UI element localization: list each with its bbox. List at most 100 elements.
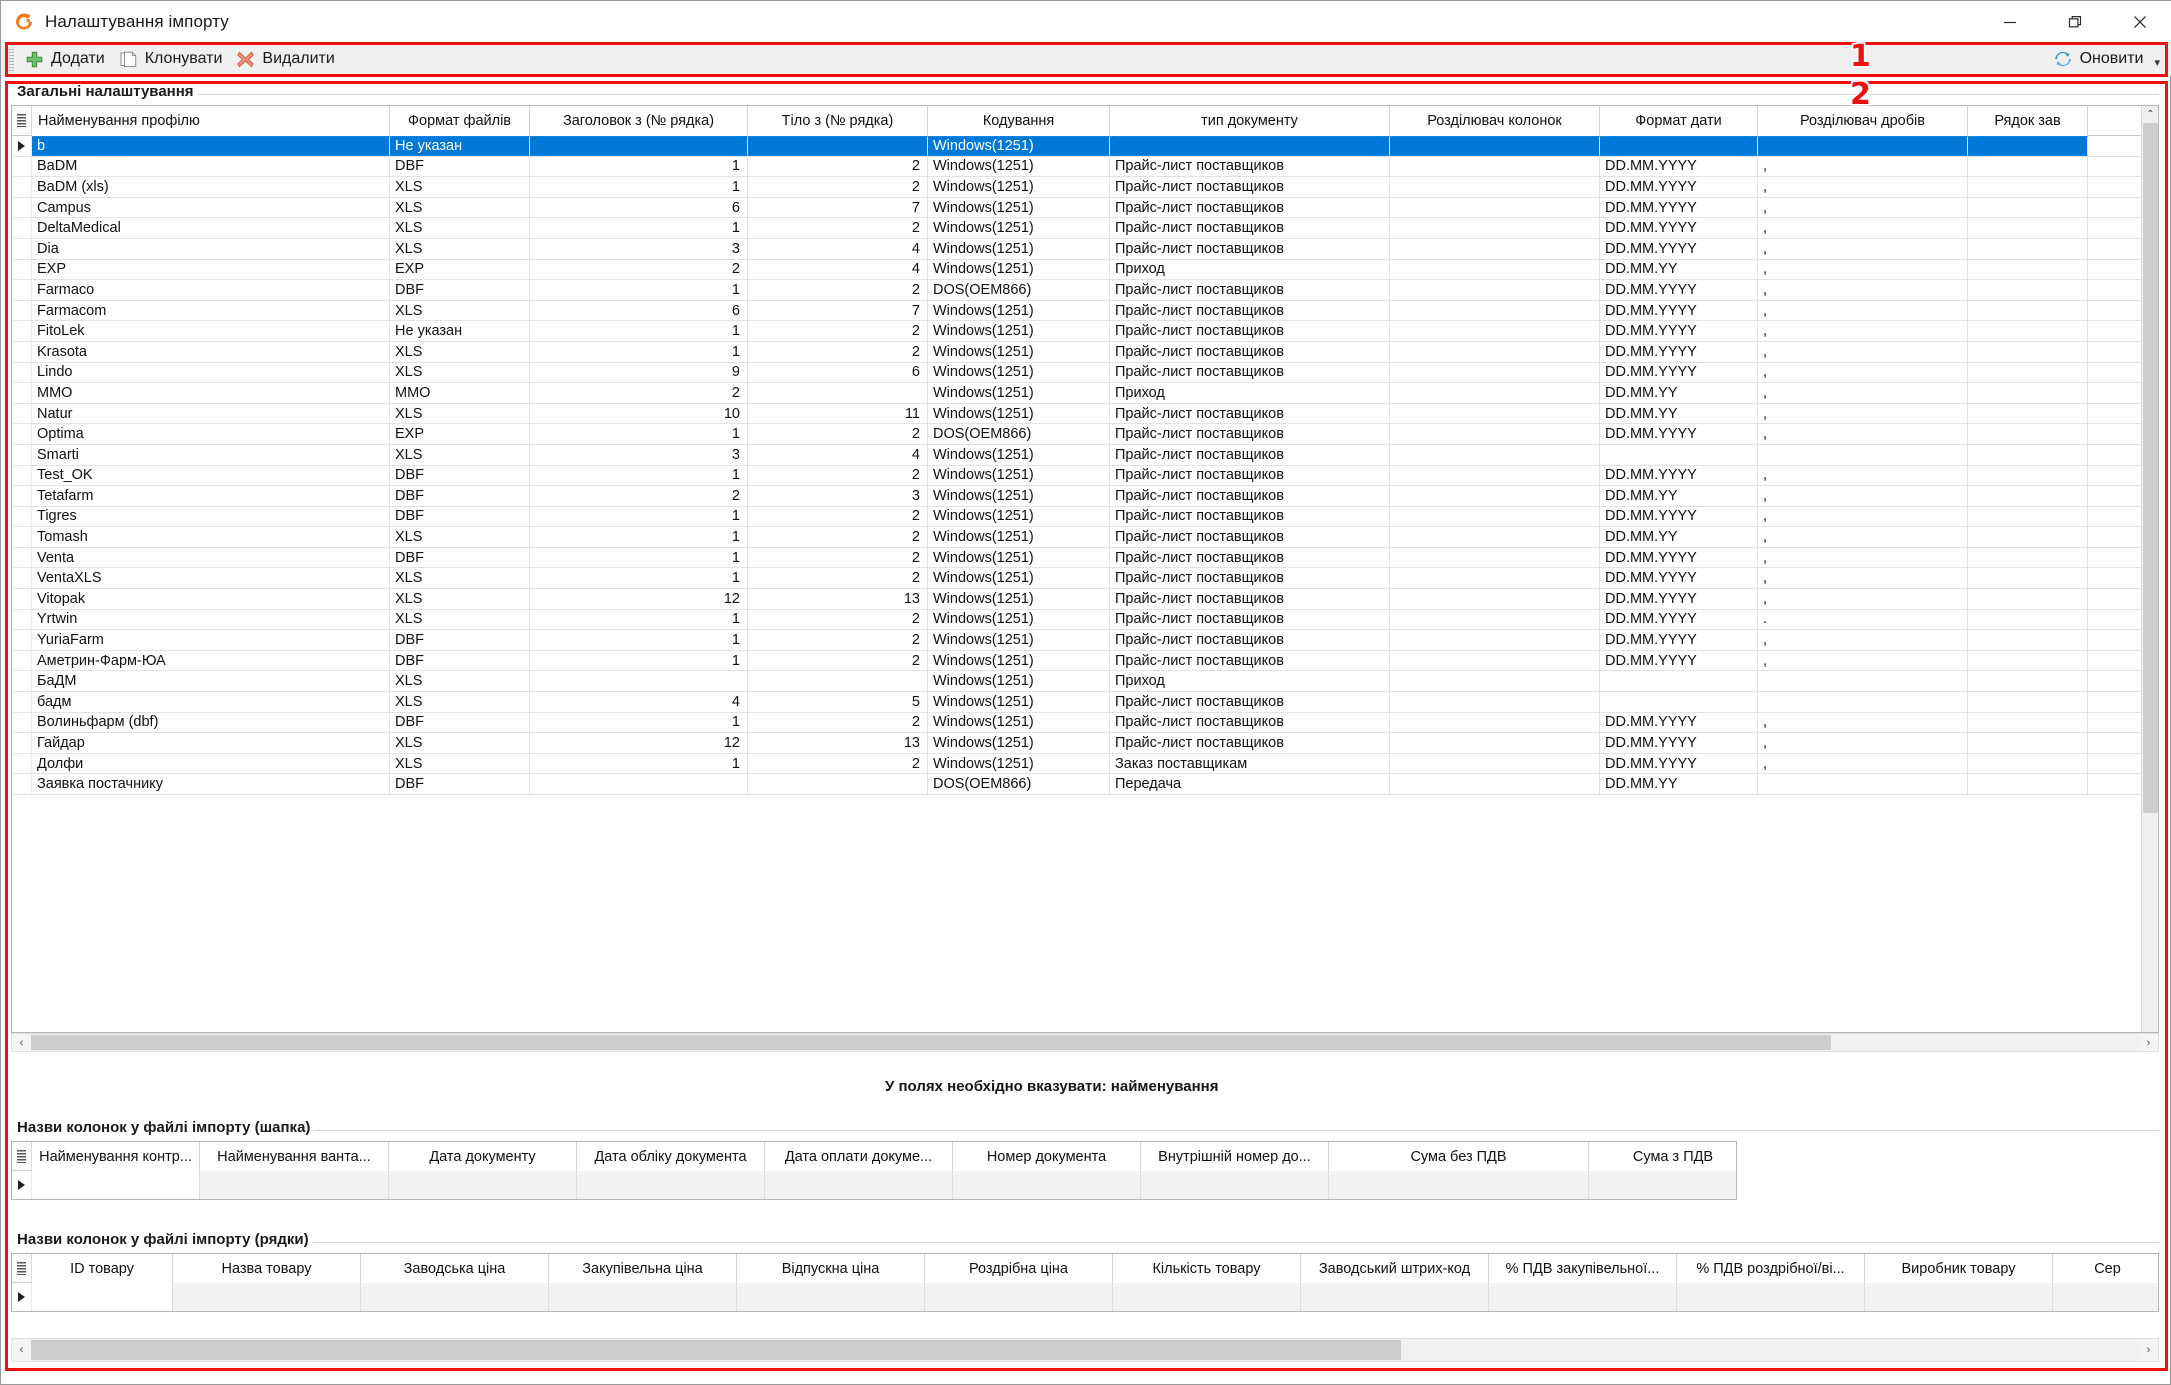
cell-endrow[interactable]: [1968, 280, 2088, 300]
cell-bodyrow[interactable]: 2: [748, 547, 928, 568]
cell-fracsep[interactable]: ,: [1758, 341, 1968, 362]
cell-endrow[interactable]: [1968, 547, 2088, 568]
header-field-value-cell[interactable]: [32, 1171, 200, 1199]
cell-datefmt[interactable]: DD.MM.YYYY: [1600, 341, 1758, 362]
bottom-horizontal-scroll-thumb[interactable]: [31, 1340, 1401, 1360]
cell-fileformat[interactable]: DBF: [390, 280, 530, 300]
cell-headerrow[interactable]: 1: [530, 465, 748, 486]
cell-doctype[interactable]: Заказ поставщикам: [1110, 753, 1390, 774]
header-field-column-header[interactable]: Дата обліку документа: [577, 1142, 765, 1171]
header-field-column-header[interactable]: Сума з ПДВ: [1589, 1142, 1736, 1171]
cell-profile[interactable]: MMO: [32, 383, 390, 403]
cell-profile[interactable]: Tomash: [32, 527, 390, 547]
cell-fileformat[interactable]: DBF: [390, 547, 530, 568]
column-header-bodyrow[interactable]: Тіло з (№ рядка): [748, 106, 928, 136]
cell-fracsep[interactable]: [1758, 444, 1968, 465]
cell-datefmt[interactable]: [1600, 692, 1758, 712]
cell-profile[interactable]: Гайдар: [32, 733, 390, 753]
cell-doctype[interactable]: Прайс-лист поставщиков: [1110, 733, 1390, 753]
cell-profile[interactable]: BaDM (xls): [32, 177, 390, 197]
table-row[interactable]: БаДМ XLS Windows(1251) Приход: [12, 671, 2158, 693]
cell-endrow[interactable]: [1968, 630, 2088, 650]
scroll-left-arrow-icon[interactable]: ‹: [12, 1034, 31, 1051]
cell-endrow[interactable]: [1968, 506, 2088, 527]
rows-field-column-header[interactable]: % ПДВ роздрібної/ві...: [1677, 1254, 1865, 1283]
cell-fileformat[interactable]: DBF: [390, 506, 530, 527]
cell-colsep[interactable]: [1390, 671, 1600, 692]
cell-doctype[interactable]: Прайс-лист поставщиков: [1110, 486, 1390, 506]
cell-endrow[interactable]: [1968, 444, 2088, 465]
rows-field-value-cell[interactable]: [549, 1283, 737, 1311]
cell-fileformat[interactable]: XLS: [390, 444, 530, 465]
cell-bodyrow[interactable]: 7: [748, 300, 928, 321]
cell-colsep[interactable]: [1390, 300, 1600, 321]
table-row[interactable]: MMO MMO 2 Windows(1251) Приход DD.MM.YY,: [12, 383, 2158, 404]
toolbar-grip[interactable]: [7, 47, 16, 71]
cell-headerrow[interactable]: 1: [530, 156, 748, 177]
minimize-button[interactable]: [1977, 1, 2042, 42]
rows-field-column-header[interactable]: Кількість товару: [1113, 1254, 1301, 1283]
cell-fracsep[interactable]: ,: [1758, 259, 1968, 280]
cell-encoding[interactable]: Windows(1251): [928, 383, 1110, 403]
cell-datefmt[interactable]: DD.MM.YYYY: [1600, 650, 1758, 671]
cell-fileformat[interactable]: DBF: [390, 486, 530, 506]
cell-endrow[interactable]: [1968, 671, 2088, 692]
table-row[interactable]: бадм XLS 4 5 Windows(1251) Прайс-лист поставщ…: [12, 692, 2158, 713]
cell-fracsep[interactable]: [1758, 136, 1968, 156]
cell-fileformat[interactable]: Не указан: [390, 136, 530, 156]
clone-button[interactable]: Клонувати: [114, 45, 232, 73]
cell-fracsep[interactable]: ,: [1758, 630, 1968, 650]
cell-colsep[interactable]: [1390, 218, 1600, 238]
cell-headerrow[interactable]: [530, 774, 748, 794]
cell-colsep[interactable]: [1390, 465, 1600, 486]
rows-field-column-header[interactable]: Виробник товару: [1865, 1254, 2053, 1283]
rows-field-value-cell[interactable]: [1489, 1283, 1677, 1311]
cell-bodyrow[interactable]: 4: [748, 238, 928, 259]
cell-profile[interactable]: Krasota: [32, 341, 390, 362]
cell-datefmt[interactable]: DD.MM.YYYY: [1600, 712, 1758, 733]
cell-profile[interactable]: бадм: [32, 692, 390, 712]
column-header-endrow[interactable]: Рядок зав: [1968, 106, 2088, 136]
cell-bodyrow[interactable]: 2: [748, 341, 928, 362]
cell-endrow[interactable]: [1968, 383, 2088, 403]
table-row[interactable]: Farmaco DBF 1 2 DOS(OEM866) Прайс-лист постав…: [12, 280, 2158, 301]
cell-doctype[interactable]: Прайс-лист поставщиков: [1110, 630, 1390, 650]
cell-endrow[interactable]: [1968, 136, 2088, 156]
cell-colsep[interactable]: [1390, 733, 1600, 753]
cell-profile[interactable]: Tetafarm: [32, 486, 390, 506]
cell-fracsep[interactable]: ,: [1758, 712, 1968, 733]
cell-encoding[interactable]: Windows(1251): [928, 650, 1110, 671]
cell-fracsep[interactable]: ,: [1758, 300, 1968, 321]
cell-headerrow[interactable]: [530, 671, 748, 692]
cell-colsep[interactable]: [1390, 341, 1600, 362]
cell-encoding[interactable]: Windows(1251): [928, 197, 1110, 218]
profiles-grid[interactable]: Найменування профілю Формат файлів Заголов…: [11, 105, 2159, 1033]
cell-headerrow[interactable]: 2: [530, 486, 748, 506]
cell-fracsep[interactable]: ,: [1758, 197, 1968, 218]
cell-fracsep[interactable]: ,: [1758, 362, 1968, 383]
cell-encoding[interactable]: Windows(1251): [928, 547, 1110, 568]
cell-fracsep[interactable]: [1758, 692, 1968, 712]
cell-fileformat[interactable]: MMO: [390, 383, 530, 403]
cell-encoding[interactable]: Windows(1251): [928, 218, 1110, 238]
cell-doctype[interactable]: Прайс-лист поставщиков: [1110, 362, 1390, 383]
rows-field-column-header[interactable]: Закупівельна ціна: [549, 1254, 737, 1283]
cell-doctype[interactable]: Прайс-лист поставщиков: [1110, 177, 1390, 197]
rows-grid-column-selector[interactable]: [12, 1254, 32, 1282]
rows-field-column-header[interactable]: Відпускна ціна: [737, 1254, 925, 1283]
column-header-headerrow[interactable]: Заголовок з (№ рядка): [530, 106, 748, 136]
cell-datefmt[interactable]: DD.MM.YYYY: [1600, 424, 1758, 444]
cell-headerrow[interactable]: 2: [530, 383, 748, 403]
cell-doctype[interactable]: Прайс-лист поставщиков: [1110, 300, 1390, 321]
cell-colsep[interactable]: [1390, 321, 1600, 341]
rows-field-column-header[interactable]: Роздрібна ціна: [925, 1254, 1113, 1283]
cell-profile[interactable]: Lindo: [32, 362, 390, 383]
cell-encoding[interactable]: Windows(1251): [928, 300, 1110, 321]
cell-fileformat[interactable]: DBF: [390, 774, 530, 794]
cell-bodyrow[interactable]: 2: [748, 630, 928, 650]
cell-datefmt[interactable]: DD.MM.YYYY: [1600, 156, 1758, 177]
cell-fileformat[interactable]: XLS: [390, 218, 530, 238]
cell-fileformat[interactable]: XLS: [390, 403, 530, 424]
cell-profile[interactable]: FitoLek: [32, 321, 390, 341]
cell-encoding[interactable]: Windows(1251): [928, 692, 1110, 712]
